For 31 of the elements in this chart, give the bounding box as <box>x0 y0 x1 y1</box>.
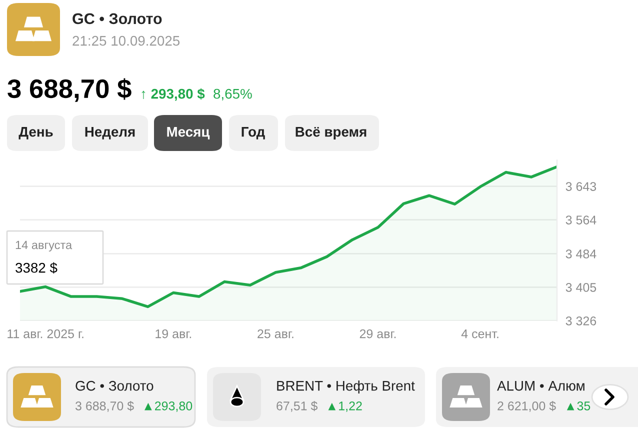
y-tick-label: 3 484 <box>566 250 596 258</box>
text: Месяц <box>167 127 210 140</box>
text: BRENT • Нефть Brent <box>277 380 415 394</box>
text: ↑ 293,80 $ <box>142 88 205 101</box>
x-tick-label: 25 авг. <box>258 329 294 338</box>
text: Неделя <box>85 127 135 140</box>
chart-title: GC • Золото <box>72 13 162 24</box>
text: День <box>18 127 53 140</box>
text: 3 688,70 $ <box>75 400 134 412</box>
text: 67,51 $ <box>276 400 318 412</box>
text: ▲293,80 <box>144 402 192 412</box>
text: Всё время <box>296 126 366 140</box>
text: 2 621,00 $ <box>498 400 556 412</box>
y-tick-label: 3 564 <box>566 216 596 224</box>
x-tick-label: 4 сент. <box>461 329 498 338</box>
text: ▲1,22 <box>328 402 362 412</box>
y-tick-label: 3 326 <box>566 316 596 326</box>
text: Год <box>242 127 265 140</box>
x-tick-label: 19 авг. <box>156 329 192 338</box>
y-tick-label: 3 643 <box>566 182 596 191</box>
text: 8,65% <box>214 88 252 100</box>
annotation: 14 августа <box>16 240 72 252</box>
text: ALUM • Алюм <box>497 381 584 391</box>
x-tick-label: 29 авг. <box>360 329 396 338</box>
text: GC • Золото <box>76 380 154 391</box>
y-tick-label: 3 405 <box>566 283 596 292</box>
text: ▲35 <box>566 402 590 410</box>
text: 3 688,70 $ <box>8 78 132 102</box>
chart-subtitle: 21:25 10.09.2025 <box>72 36 180 46</box>
x-tick-label: 11 авг. 2025 г. <box>8 329 84 338</box>
annotation: 3382 $ <box>16 262 58 274</box>
